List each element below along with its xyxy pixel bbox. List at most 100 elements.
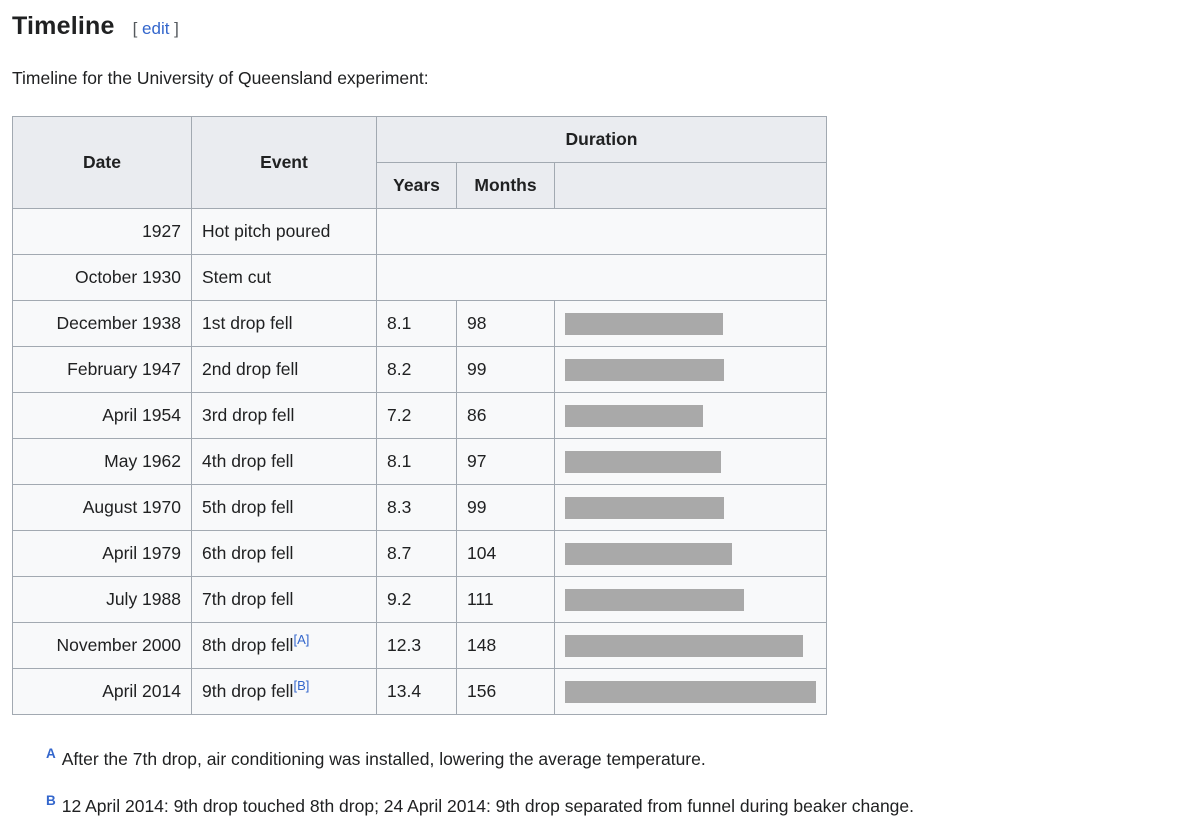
duration-bar [565,358,724,381]
event-label: 9th drop fell [202,681,294,701]
years-cell: 8.7 [376,530,457,577]
duration-bar-cell [554,622,827,669]
footnote-text: 12 April 2014: 9th drop touched 8th drop… [61,795,915,816]
duration-bar-cell [554,346,827,393]
date-cell: August 1970 [12,484,192,531]
table-row: July 1988 7th drop fell 9.2 111 [12,576,827,623]
date-cell: February 1947 [12,346,192,393]
column-header-months: Months [456,162,555,209]
date-cell: December 1938 [12,300,192,347]
table-row: April 1979 6th drop fell 8.7 104 [12,530,827,577]
table-row: November 2000 8th drop fell[A] 12.3 148 [12,622,827,669]
footnote-ref: [A] [293,632,309,647]
event-cell: Stem cut [191,254,377,301]
date-cell: November 2000 [12,622,192,669]
column-header-bar-spacer [554,162,827,209]
edit-link[interactable]: edit [142,19,170,38]
table-row: February 1947 2nd drop fell 8.2 99 [12,346,827,393]
years-cell: 8.3 [376,484,457,531]
event-cell: 9th drop fell[B] [191,668,377,715]
months-cell: 156 [456,668,555,715]
column-header-date: Date [12,116,192,209]
empty-duration-cell [376,208,827,255]
date-cell: 1927 [12,208,192,255]
date-cell: October 1930 [12,254,192,301]
edit-bracket-open: [ [132,19,143,38]
footnote-text: After the 7th drop, air conditioning was… [61,748,706,769]
months-cell: 99 [456,484,555,531]
duration-bar [565,312,723,335]
date-cell: April 1979 [12,530,192,577]
edit-section: [ edit ] [133,19,179,39]
date-cell: April 2014 [12,668,192,715]
event-cell: 1st drop fell [191,300,377,347]
column-header-duration: Duration [376,116,827,163]
table-row: October 1930 Stem cut [12,254,827,301]
duration-bar-cell [554,530,827,577]
months-cell: 98 [456,300,555,347]
event-cell: 5th drop fell [191,484,377,531]
years-cell: 8.1 [376,300,457,347]
event-cell: 6th drop fell [191,530,377,577]
table-row: April 1954 3rd drop fell 7.2 86 [12,392,827,439]
footnote-B: B 12 April 2014: 9th drop touched 8th dro… [46,789,1200,818]
empty-duration-cell [376,254,827,301]
header-row-2: Years Months [13,162,827,209]
years-cell: 13.4 [376,668,457,715]
table-row: 1927 Hot pitch poured [12,208,827,255]
duration-bar-cell [554,300,827,347]
event-cell: 4th drop fell [191,438,377,485]
duration-bar-cell [554,484,827,531]
intro-text: Timeline for the University of Queenslan… [12,68,429,88]
years-cell: 8.1 [376,438,457,485]
footnote-A: A After the 7th drop, air conditioning wa… [46,742,1200,771]
event-cell: 2nd drop fell [191,346,377,393]
column-header-years: Years [376,162,457,209]
footnote-marker-B[interactable]: B [46,792,56,808]
footnote-ref-link-B[interactable]: [B] [293,678,310,694]
months-cell: 86 [456,392,555,439]
years-cell: 8.2 [376,346,457,393]
duration-bar-cell [554,576,827,623]
table-row: December 1938 1st drop fell 8.1 98 [12,300,827,347]
footnote-ref: [B] [293,678,309,693]
header-row-1: Date Event Duration [12,116,827,209]
duration-bar [565,680,816,703]
event-cell: 7th drop fell [191,576,377,623]
event-cell: Hot pitch poured [191,208,377,255]
section-heading: Timeline [ edit ] [12,12,1200,41]
duration-bar [565,542,732,565]
date-cell: May 1962 [12,438,192,485]
section-title: Timeline [12,12,115,40]
timeline-table: Date Event Duration Years Months 1927 Ho… [12,116,827,715]
years-cell: 7.2 [376,392,457,439]
months-cell: 104 [456,530,555,577]
duration-bar [565,450,721,473]
months-cell: 148 [456,622,555,669]
duration-bar-cell [554,392,827,439]
months-cell: 99 [456,346,555,393]
edit-bracket-close: ] [169,19,179,38]
duration-bar [565,634,803,657]
table-row: April 2014 9th drop fell[B] 13.4 156 [12,668,827,715]
event-cell: 8th drop fell[A] [191,622,377,669]
date-cell: July 1988 [12,576,192,623]
footnote-list: A After the 7th drop, air conditioning wa… [12,742,1200,818]
footnote-marker-A[interactable]: A [46,746,56,761]
event-label: 8th drop fell [202,635,294,655]
months-cell: 111 [456,576,555,623]
footnote-ref-link-A[interactable]: [A] [293,632,310,648]
duration-bar [565,588,744,611]
table-row: May 1962 4th drop fell 8.1 97 [12,438,827,485]
years-cell: 9.2 [376,576,457,623]
duration-bar [565,404,703,427]
months-cell: 97 [456,438,555,485]
event-cell: 3rd drop fell [191,392,377,439]
date-cell: April 1954 [12,392,192,439]
duration-bar-cell [554,668,827,715]
years-cell: 12.3 [376,622,457,669]
duration-bar [565,496,724,519]
column-header-event: Event [191,116,377,209]
table-row: August 1970 5th drop fell 8.3 99 [12,484,827,531]
